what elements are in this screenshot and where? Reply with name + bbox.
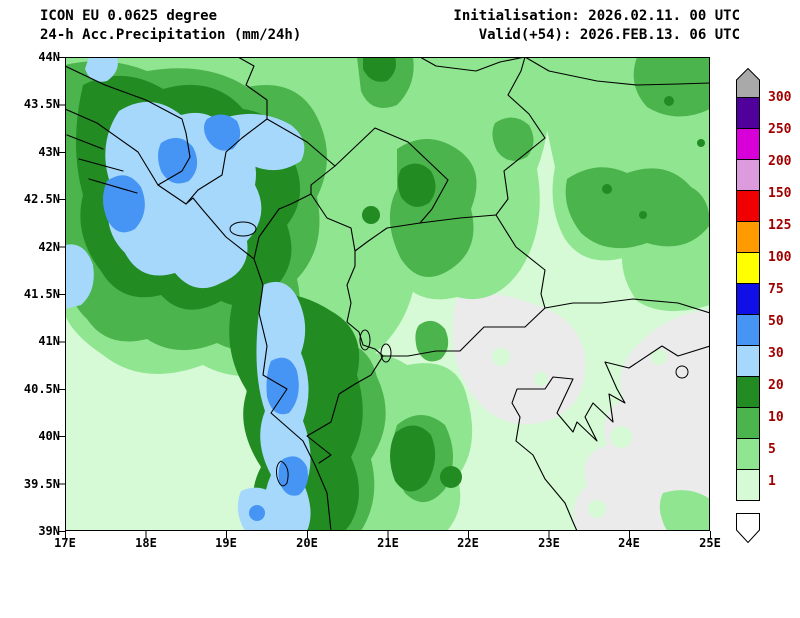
legend-color-boxes [736, 97, 760, 501]
legend-value: 100 [768, 250, 792, 265]
y-axis-label: 41.5N [23, 287, 60, 301]
legend-box [736, 314, 760, 346]
legend-box [736, 376, 760, 408]
legend-value: 10 [768, 410, 784, 425]
x-axis-label: 25E [699, 536, 721, 550]
model-title: ICON EU 0.0625 degree [40, 8, 218, 24]
y-axis-label: 40.5N [23, 382, 60, 396]
country-borders [65, 57, 710, 531]
legend-value: 20 [768, 378, 784, 393]
precip-field [65, 57, 710, 531]
legend-box [736, 221, 760, 253]
map-border-frame [65, 57, 710, 531]
y-axis-label: 44N [38, 50, 60, 64]
x-axis-label: 20E [296, 536, 318, 550]
valid-time: Valid(+54): 2026.FEB.13. 06 UTC [478, 27, 740, 43]
product-title: 24-h Acc.Precipitation (mm/24h) [40, 27, 302, 43]
lake-skadar [229, 221, 257, 237]
legend-box [736, 128, 760, 160]
legend-box [736, 283, 760, 315]
legend-box [736, 438, 760, 470]
legend-box [736, 159, 760, 191]
x-axis-label: 18E [135, 536, 157, 550]
legend-value: 250 [768, 122, 792, 137]
precipitation-map [65, 57, 710, 531]
initialisation-time: Initialisation: 2026.02.11. 00 UTC [453, 8, 740, 24]
legend-value: 300 [768, 90, 792, 105]
legend-box [736, 252, 760, 284]
y-axis-label: 43.5N [23, 97, 60, 111]
corfu-island [276, 460, 289, 487]
x-axis-label: 19E [215, 536, 237, 550]
aegean-coastline [511, 345, 710, 531]
x-axis-label: 23E [538, 536, 560, 550]
y-axis-label: 39N [38, 524, 60, 538]
y-axis-label: 41N [38, 334, 60, 348]
y-axis-label: 42.5N [23, 192, 60, 206]
x-axis-label: 17E [54, 536, 76, 550]
legend-value: 75 [768, 282, 784, 297]
y-axis-ticks [58, 57, 65, 533]
color-legend: 300 250 200 150 125 100 75 50 30 20 10 5… [736, 68, 800, 548]
croatian-islands [66, 134, 138, 194]
legend-box [736, 345, 760, 377]
x-axis-ticks [65, 531, 711, 538]
legend-box [736, 190, 760, 222]
x-axis-label: 22E [457, 536, 479, 550]
lake-ohrid [359, 329, 371, 351]
y-axis-label: 39.5N [23, 477, 60, 491]
x-axis-label: 24E [618, 536, 640, 550]
legend-value: 30 [768, 346, 784, 361]
legend-value: 200 [768, 154, 792, 169]
legend-box [736, 97, 760, 129]
y-axis-label: 40N [38, 429, 60, 443]
legend-box [736, 407, 760, 439]
x-axis-label: 21E [377, 536, 399, 550]
legend-box [736, 469, 760, 501]
legend-value: 5 [768, 442, 776, 457]
legend-value: 1 [768, 474, 776, 489]
danube-border [419, 57, 710, 86]
legend-value: 150 [768, 186, 792, 201]
y-axis-label: 43N [38, 145, 60, 159]
legend-value: 125 [768, 218, 792, 233]
y-axis-label: 42N [38, 240, 60, 254]
lake-prespa [380, 343, 392, 363]
legend-arrow-above [736, 68, 760, 98]
legend-arrow-below [736, 513, 760, 543]
legend-value: 50 [768, 314, 784, 329]
thasos-island [675, 365, 689, 379]
